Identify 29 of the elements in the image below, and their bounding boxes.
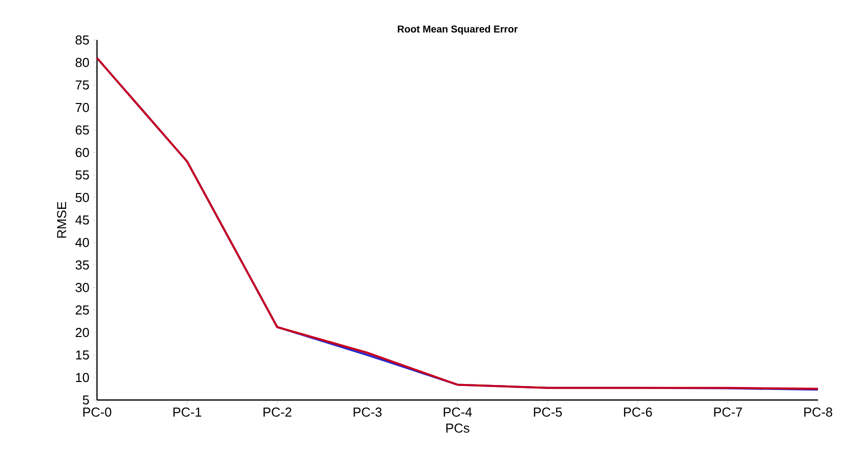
x-tick-label: PC-4 — [444, 408, 472, 417]
y-tick-label: 80 — [76, 58, 89, 68]
y-tick-label: 30 — [76, 282, 89, 292]
y-tick-label: 10 — [76, 372, 89, 382]
x-tick-label: PC-2 — [264, 408, 292, 417]
y-tick-label: 65 — [76, 125, 89, 135]
y-tick-label: 75 — [76, 80, 89, 90]
y-tick-label: 70 — [76, 102, 89, 112]
y-tick-label: 50 — [76, 192, 89, 202]
y-tick-label: 45 — [75, 215, 89, 225]
y-tick-label: 35 — [76, 260, 89, 270]
x-tick-label: PC-5 — [534, 408, 562, 417]
x-tick-label: PC-0 — [83, 408, 112, 417]
y-tick-label: 55 — [76, 170, 89, 180]
y-tick-label: 85 — [76, 35, 89, 45]
x-tick-label: PC-7 — [714, 408, 742, 417]
y-tick-label: 25 — [76, 305, 89, 315]
x-tick-label: PC-1 — [173, 408, 202, 417]
x-tick-label: PC-3 — [354, 408, 382, 417]
x-tick-label: PC-6 — [624, 408, 652, 417]
y-tick-label: 15 — [76, 350, 89, 360]
y-axis-title: RMSE — [57, 202, 66, 238]
chart-title: Root Mean Squared Error — [398, 25, 518, 34]
x-axis-title: PCs — [446, 424, 470, 433]
y-tick-label: 5 — [82, 395, 89, 405]
y-tick-label: 60 — [76, 148, 89, 158]
x-tick-label: PC-8 — [804, 408, 832, 417]
y-tick-label: 20 — [76, 328, 89, 338]
y-tick-label: 40 — [75, 238, 89, 248]
